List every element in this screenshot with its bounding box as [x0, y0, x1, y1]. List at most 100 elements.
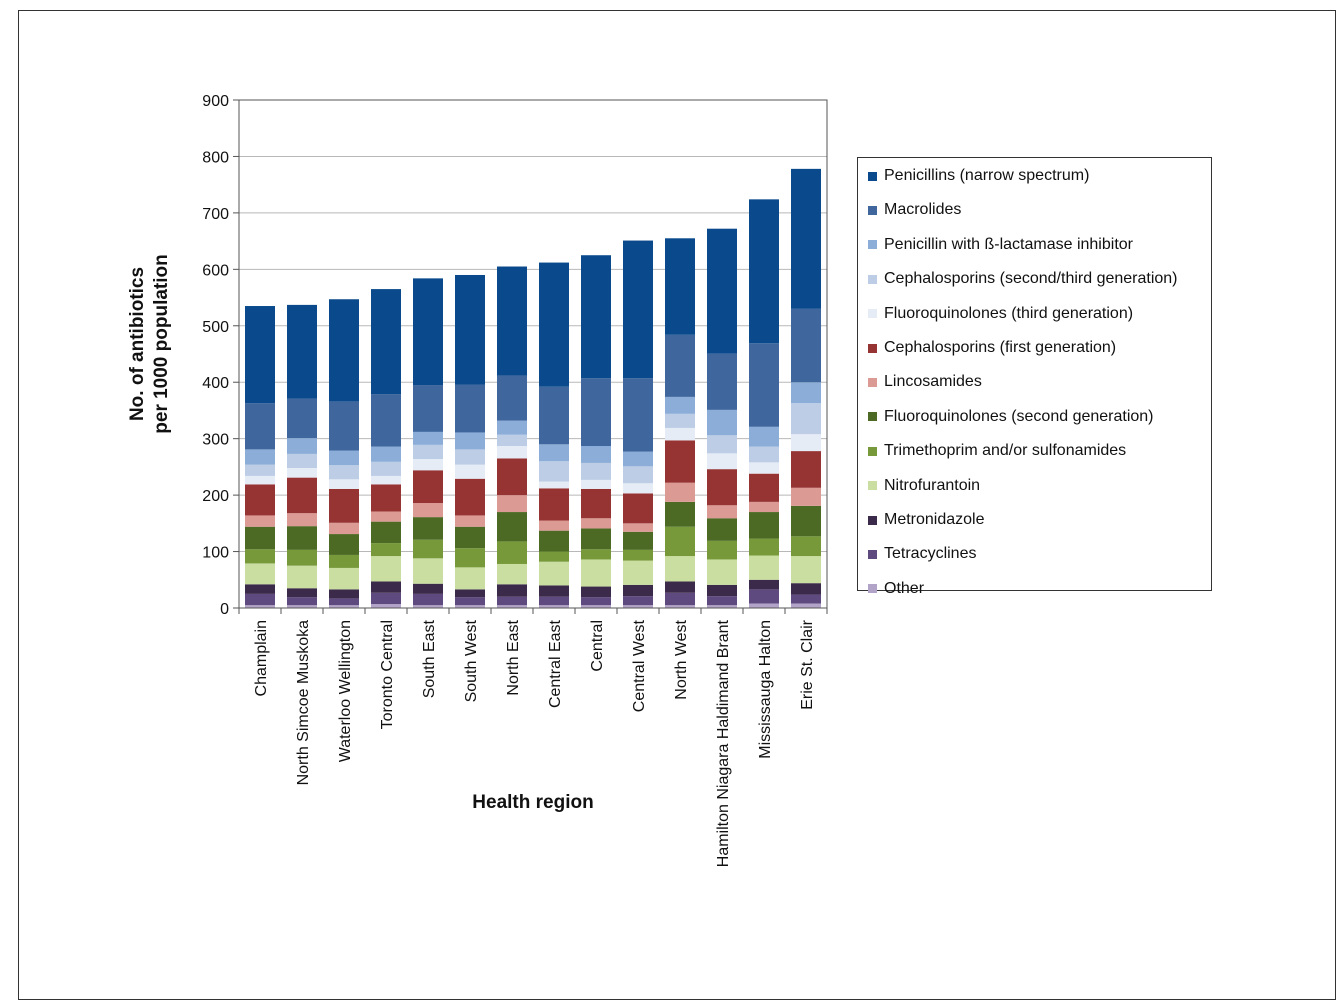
- bar-segment: [707, 540, 737, 560]
- bar-segment: [245, 475, 275, 485]
- bar-segment: [749, 501, 779, 513]
- bar-segment: [749, 579, 779, 590]
- bar-segment: [665, 238, 695, 335]
- bars: [245, 168, 821, 608]
- chart-figure: 0 100 200 300 400 500 600 700 800 900 Champlain No…: [18, 10, 1336, 1000]
- bar-segment: [497, 605, 527, 608]
- bar-segment: [329, 479, 359, 489]
- legend-item: Fluoroquinolones (third generation): [868, 304, 1133, 324]
- bar-segment: [623, 466, 653, 484]
- bar-segment: [287, 526, 317, 550]
- bar-segment: [539, 461, 569, 482]
- category-label: North Simcoe Muskoka: [295, 620, 312, 785]
- bar-segment: [791, 487, 821, 506]
- bar-segment: [287, 565, 317, 589]
- legend-item: Other: [868, 579, 924, 599]
- bar-segment: [791, 451, 821, 488]
- bar-segment: [749, 473, 779, 502]
- bar-segment: [371, 461, 401, 476]
- category-label: South East: [421, 619, 438, 698]
- legend-item: Penicillins (narrow spectrum): [868, 166, 1089, 186]
- bar-segment: [371, 484, 401, 512]
- bar-segment: [749, 538, 779, 556]
- bar-segment: [245, 403, 275, 450]
- bar-segment: [539, 386, 569, 445]
- bar-segment: [791, 403, 821, 435]
- bar-segment: [497, 495, 527, 513]
- bar-segment: [413, 470, 443, 504]
- bar-segment: [413, 517, 443, 540]
- bar-segment: [665, 427, 695, 441]
- category-label: North East: [505, 619, 522, 695]
- bar-segment: [329, 450, 359, 466]
- bar-segment: [245, 449, 275, 465]
- legend-item: Trimethoprim and/or sulfonamides: [868, 441, 1126, 461]
- bar-segment: [245, 464, 275, 476]
- y-tick-label: 100: [202, 545, 229, 562]
- bar-segment: [665, 556, 695, 582]
- bar-segment: [497, 434, 527, 447]
- bar-segment: [287, 438, 317, 454]
- legend-item: Fluoroquinolones (second generation): [868, 407, 1154, 427]
- bar-segment: [329, 299, 359, 402]
- bar-segment: [455, 567, 485, 590]
- bar-segment: [455, 449, 485, 465]
- bar-segment: [371, 604, 401, 608]
- bar-segment: [287, 468, 317, 478]
- legend-label: Lincosamides: [884, 373, 982, 391]
- bar-segment: [539, 520, 569, 531]
- bar-segment: [665, 605, 695, 608]
- bar-segment: [623, 483, 653, 494]
- y-tick-label: 500: [202, 319, 229, 336]
- bar-segment: [329, 598, 359, 606]
- bar-segment: [791, 505, 821, 537]
- legend-item: Metronidazole: [868, 510, 985, 530]
- bar-segment: [497, 584, 527, 597]
- legend-swatch: [868, 446, 877, 456]
- legend-label: Penicillins (narrow spectrum): [884, 167, 1090, 184]
- bar-segment: [791, 594, 821, 604]
- bar-segment: [749, 426, 779, 447]
- bar-segment: [623, 605, 653, 608]
- bar-segment: [581, 528, 611, 550]
- bar-segment: [245, 584, 275, 594]
- y-axis-ticks: 0 100 200 300 400 500 600 700 800 900: [202, 93, 239, 618]
- bar-segment: [749, 589, 779, 604]
- bar-segment: [707, 435, 737, 454]
- category-label: South West: [463, 619, 480, 702]
- bar-segment: [581, 446, 611, 463]
- bar-segment: [413, 444, 443, 459]
- bar-segment: [665, 526, 695, 557]
- bar-segment: [455, 432, 485, 450]
- bar-segment: [623, 378, 653, 452]
- bar-segment: [497, 446, 527, 459]
- bar-segment: [329, 554, 359, 568]
- bar-segment: [623, 493, 653, 524]
- bar-segment: [581, 586, 611, 598]
- category-label: North West: [673, 619, 690, 699]
- legend-swatch: [868, 377, 877, 387]
- bar-segment: [287, 549, 317, 566]
- bar-segment: [749, 603, 779, 608]
- bar-segment: [413, 605, 443, 608]
- bar-segment: [665, 334, 695, 397]
- bar-segment: [707, 353, 737, 410]
- bar-segment: [287, 597, 317, 606]
- bar-segment: [371, 592, 401, 605]
- bar-segment: [497, 375, 527, 421]
- bar-segment: [749, 555, 779, 580]
- bar-segment: [287, 477, 317, 514]
- bar-segment: [791, 168, 821, 309]
- bar-segment: [539, 488, 569, 521]
- bar-segment: [287, 304, 317, 399]
- legend-item: Cephalosporins (first generation): [868, 338, 1116, 358]
- bar-segment: [455, 589, 485, 598]
- bar-segment: [497, 266, 527, 376]
- bar-segment: [455, 274, 485, 385]
- bar-segment: [455, 515, 485, 527]
- bar-segment: [371, 446, 401, 462]
- category-label: Champlain: [253, 620, 270, 696]
- legend-label: Penicillin with ß-lactamase inhibitor: [884, 235, 1133, 253]
- bar-segment: [581, 378, 611, 447]
- bar-segment: [413, 503, 443, 518]
